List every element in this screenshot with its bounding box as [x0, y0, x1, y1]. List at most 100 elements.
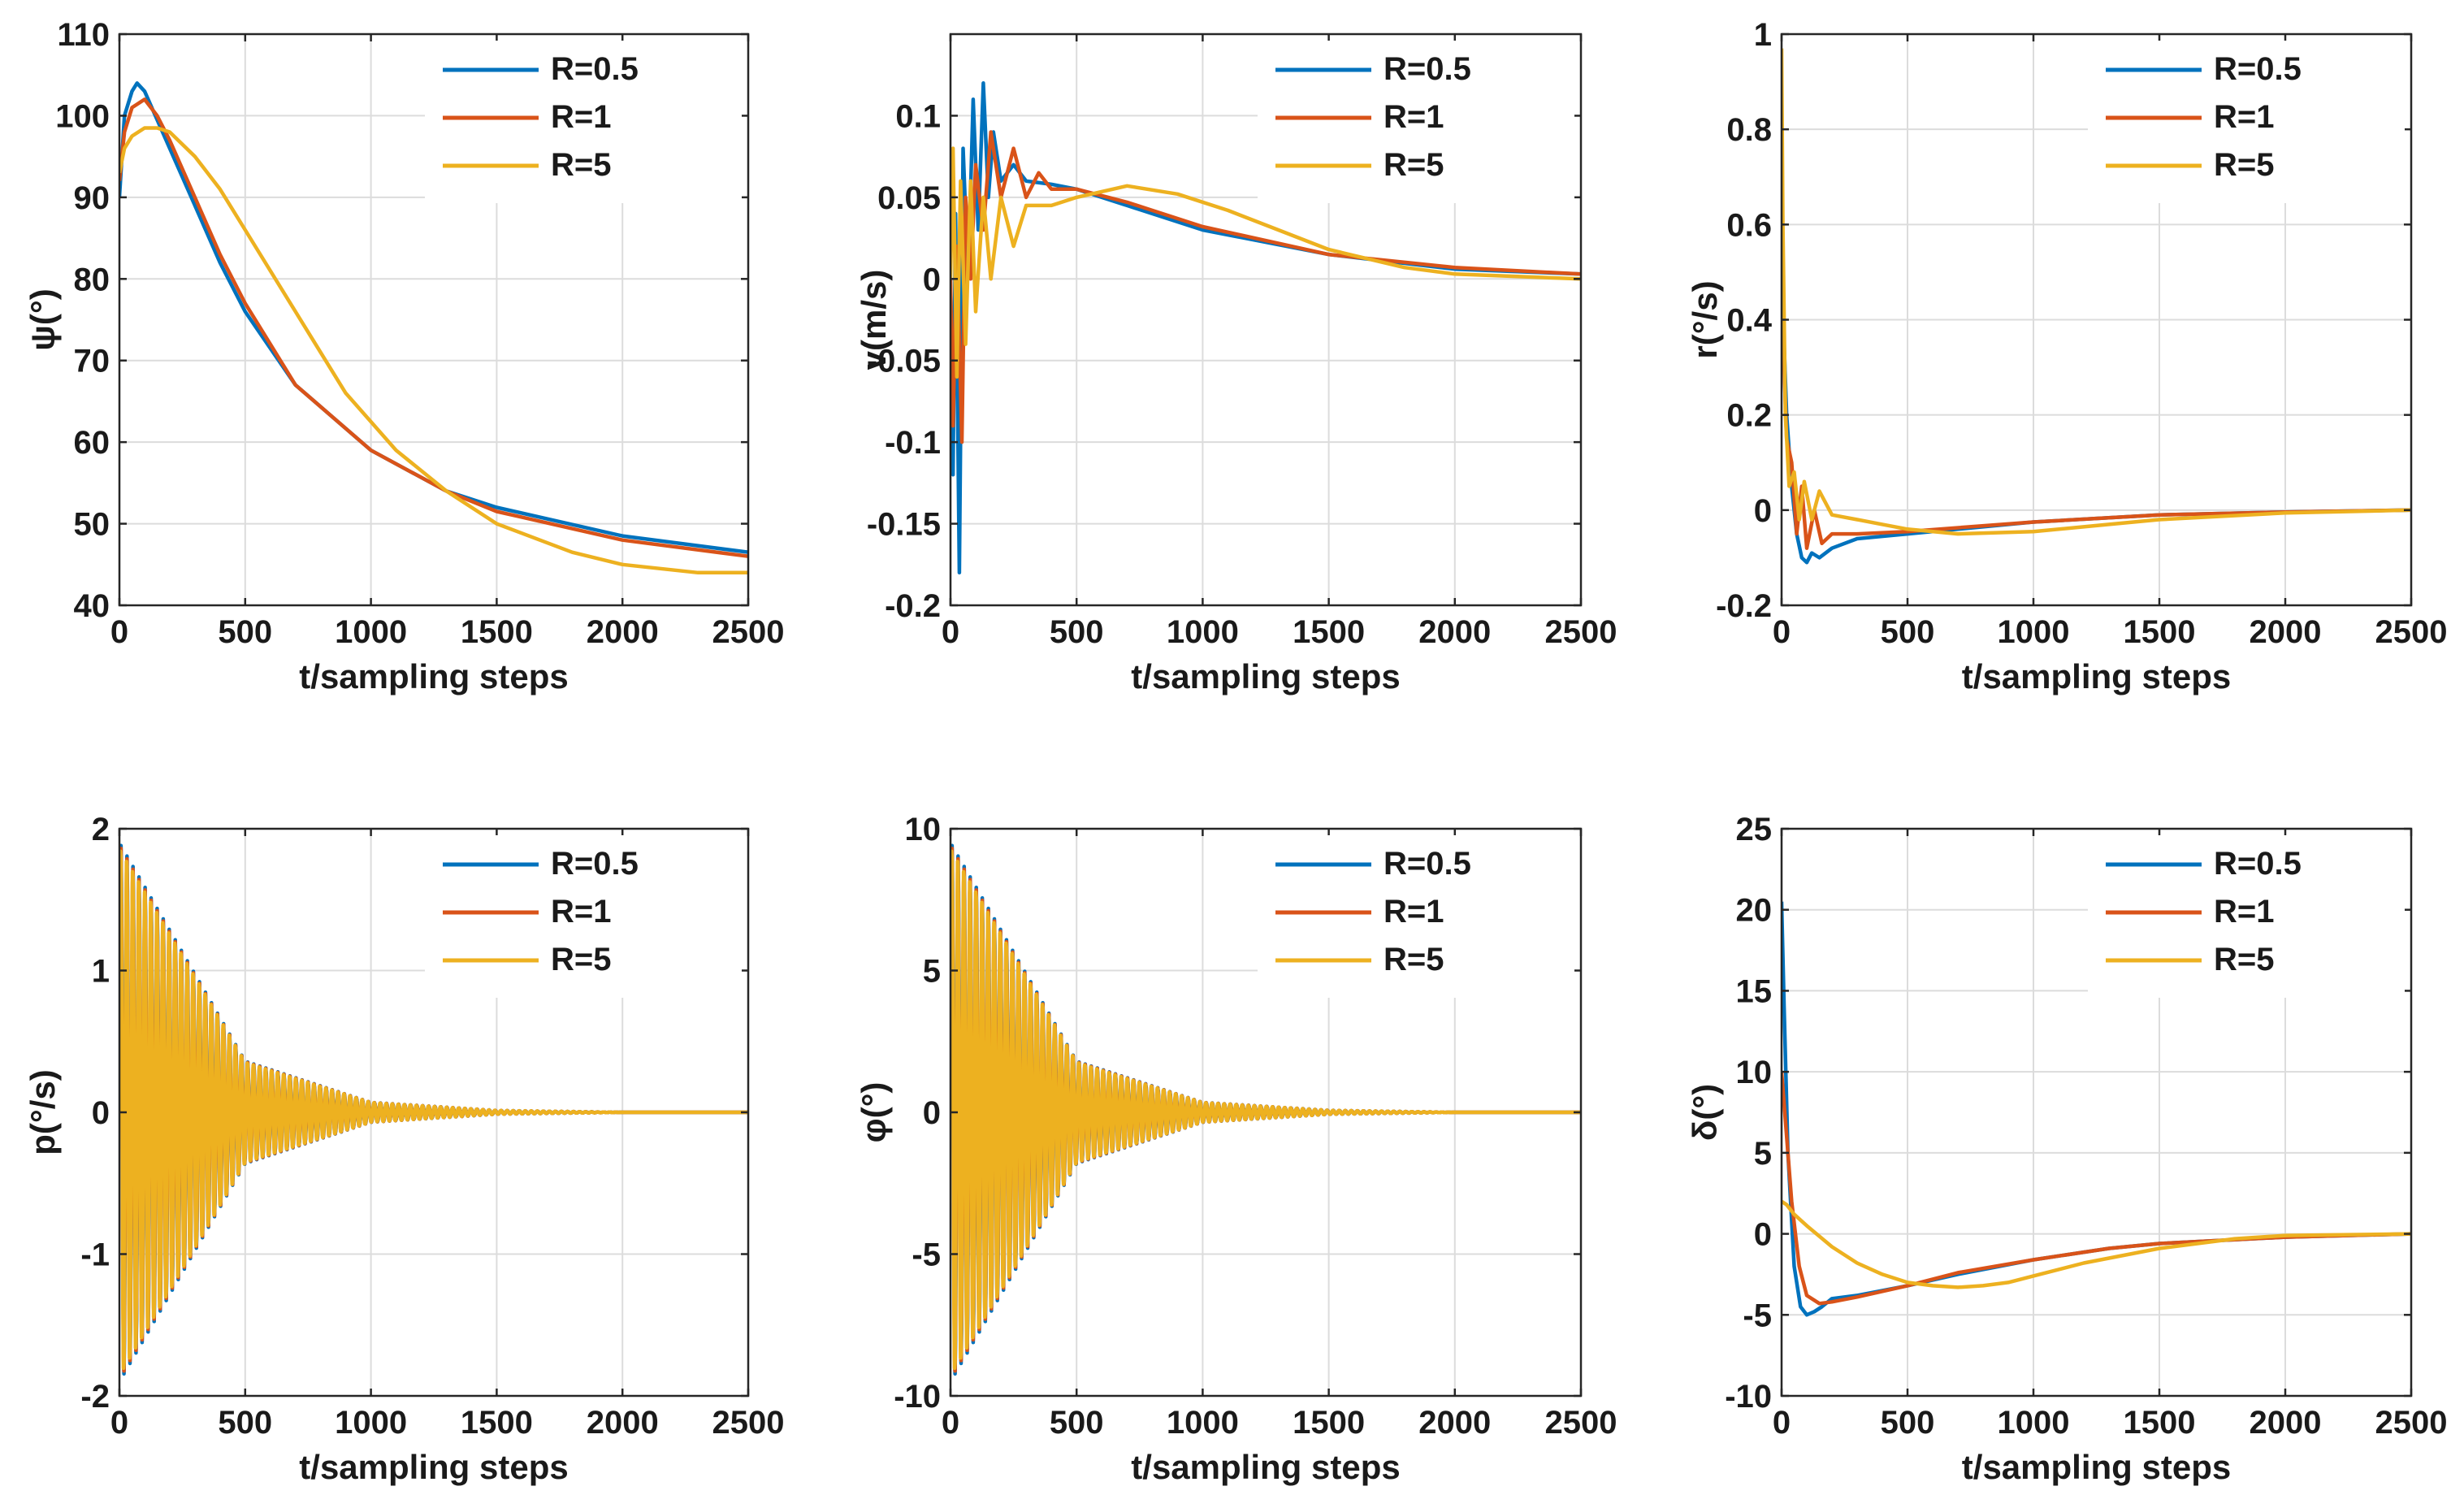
- y-axis-label: ψ(°): [24, 288, 62, 350]
- y-tick-label: -0.2: [1716, 588, 1772, 624]
- y-tick-label: 80: [74, 262, 110, 297]
- x-tick-label: 2500: [712, 1405, 785, 1441]
- series-line-r5: [1782, 1199, 2411, 1289]
- legend-entry: R=5: [2214, 942, 2275, 977]
- legend: R=0.5 R=1 R=5: [425, 835, 742, 998]
- legend-entry: R=0.5: [1384, 51, 1471, 87]
- y-tick-label: 50: [74, 507, 110, 543]
- y-tick-label: -0.15: [867, 507, 941, 543]
- series-group: [119, 843, 748, 1376]
- x-tick-label: 1000: [335, 1405, 407, 1441]
- y-tick-label: 0: [92, 1095, 110, 1131]
- chart-panel-6: 0 500 1000 1500 2000 2500 -10 -5 0 5 10 15 20 25 t/sam…: [1686, 812, 2447, 1486]
- legend-entry: R=5: [1384, 942, 1444, 977]
- y-tick-label: 10: [1736, 1055, 1773, 1090]
- x-tick-label: 500: [1881, 614, 1935, 650]
- legend-entry: R=0.5: [551, 51, 639, 87]
- y-tick-label: 15: [1736, 973, 1773, 1009]
- legend-entry: R=1: [2214, 99, 2275, 135]
- ticks: 0 500 1000 1500 2000 2500 -10 -5 0 5 10: [894, 812, 1617, 1441]
- y-tick-label: 100: [55, 98, 110, 134]
- y-tick-label: 5: [923, 954, 941, 990]
- y-tick-label: -0.1: [885, 425, 941, 461]
- plot-frame: [1780, 827, 2413, 1398]
- y-tick-label: -10: [894, 1379, 941, 1415]
- x-tick-label: 0: [1773, 614, 1791, 650]
- series-line-r5: [119, 849, 748, 1371]
- x-tick-label: 2500: [2375, 614, 2448, 650]
- ticks: 0 500 1000 1500 2000 2500 -2 -1 0 1 2: [80, 812, 784, 1441]
- y-tick-label: 90: [74, 180, 110, 216]
- y-tick-label: 0.2: [1726, 398, 1772, 434]
- y-tick-label: 2: [92, 812, 110, 847]
- legend-entry: R=1: [551, 894, 612, 930]
- legend-entry: R=1: [2214, 894, 2275, 930]
- x-tick-label: 1500: [461, 614, 533, 650]
- y-tick-label: 20: [1736, 893, 1773, 929]
- series-group: [1782, 48, 2411, 565]
- legend-box: [1258, 835, 1574, 998]
- y-tick-label: -0.2: [885, 588, 941, 624]
- series-line-r1: [1782, 1071, 2411, 1306]
- x-tick-label: 0: [942, 614, 959, 650]
- legend-entry: R=1: [1384, 99, 1444, 135]
- legend: R=0.5 R=1 R=5: [1258, 835, 1574, 998]
- x-axis-label: t/sampling steps: [1131, 1448, 1400, 1486]
- y-axis-label: δ(°): [1686, 1084, 1724, 1141]
- y-tick-label: -2: [80, 1379, 110, 1415]
- series-line-r5: [119, 126, 748, 575]
- x-tick-label: 500: [1050, 614, 1104, 650]
- legend-entry: R=0.5: [1384, 846, 1471, 882]
- chart-panel-3: 0 500 1000 1500 2000 2500-0.200.20.40.60.81t/…: [1686, 17, 2447, 696]
- legend-box: [2088, 41, 2405, 203]
- x-tick-label: 1500: [2124, 614, 2196, 650]
- x-tick-label: 0: [110, 1405, 128, 1441]
- x-tick-label: 500: [1881, 1405, 1935, 1441]
- y-tick-label: -1: [80, 1237, 110, 1273]
- y-axis-label: v(m/s): [855, 270, 893, 370]
- y-tick-label: 0.4: [1726, 303, 1772, 339]
- y-tick-label: 60: [74, 425, 110, 461]
- series-group: [951, 843, 1581, 1376]
- x-axis-label: t/sampling steps: [1962, 1448, 2231, 1486]
- legend-entry: R=5: [551, 942, 612, 977]
- x-tick-label: 2000: [1418, 614, 1491, 650]
- legend: R=0.5 R=1 R=5: [425, 41, 742, 203]
- y-tick-label: 10: [905, 812, 942, 847]
- y-tick-label: 40: [74, 588, 110, 624]
- x-tick-label: 0: [942, 1405, 959, 1441]
- x-tick-label: 2000: [1418, 1405, 1491, 1441]
- x-tick-label: 1500: [461, 1405, 533, 1441]
- legend: R=0.5 R=1 R=5: [2088, 835, 2405, 998]
- plot-frame: [949, 32, 1583, 607]
- y-tick-label: 0: [923, 1095, 941, 1131]
- series-line-r05: [119, 81, 748, 554]
- ticks: 0 500 1000 1500 2000 2500 -10 -5 0 5 10 15 20 25: [1725, 812, 2447, 1441]
- y-tick-label: 0: [1754, 1217, 1772, 1253]
- y-tick-label: 0: [923, 262, 941, 297]
- x-tick-label: 1500: [2124, 1405, 2196, 1441]
- y-tick-label: -5: [1743, 1298, 1772, 1333]
- x-tick-label: 2500: [712, 614, 785, 650]
- legend-entry: R=1: [551, 99, 612, 135]
- series-group: [951, 81, 1581, 575]
- x-tick-label: 2000: [2250, 614, 2322, 650]
- x-axis-label: t/sampling steps: [299, 1448, 568, 1486]
- series-line-r1: [951, 130, 1581, 444]
- x-axis-label: t/sampling steps: [1962, 657, 2231, 696]
- series-group: [119, 81, 748, 575]
- x-tick-label: 1500: [1293, 1405, 1365, 1441]
- series-line-r05: [1782, 341, 2411, 565]
- y-tick-label: 0: [1754, 493, 1772, 529]
- x-tick-label: 500: [1050, 1405, 1104, 1441]
- x-tick-label: 1000: [335, 614, 407, 650]
- y-axis-label: r(°/s): [1686, 280, 1724, 358]
- x-axis-label: t/sampling steps: [299, 657, 568, 696]
- y-axis-label: p(°/s): [24, 1069, 62, 1155]
- y-tick-label: 0.8: [1726, 112, 1772, 148]
- x-tick-label: 2000: [587, 1405, 659, 1441]
- x-tick-label: 2500: [2375, 1405, 2448, 1441]
- x-tick-label: 500: [218, 614, 272, 650]
- legend-entry: R=5: [551, 147, 612, 183]
